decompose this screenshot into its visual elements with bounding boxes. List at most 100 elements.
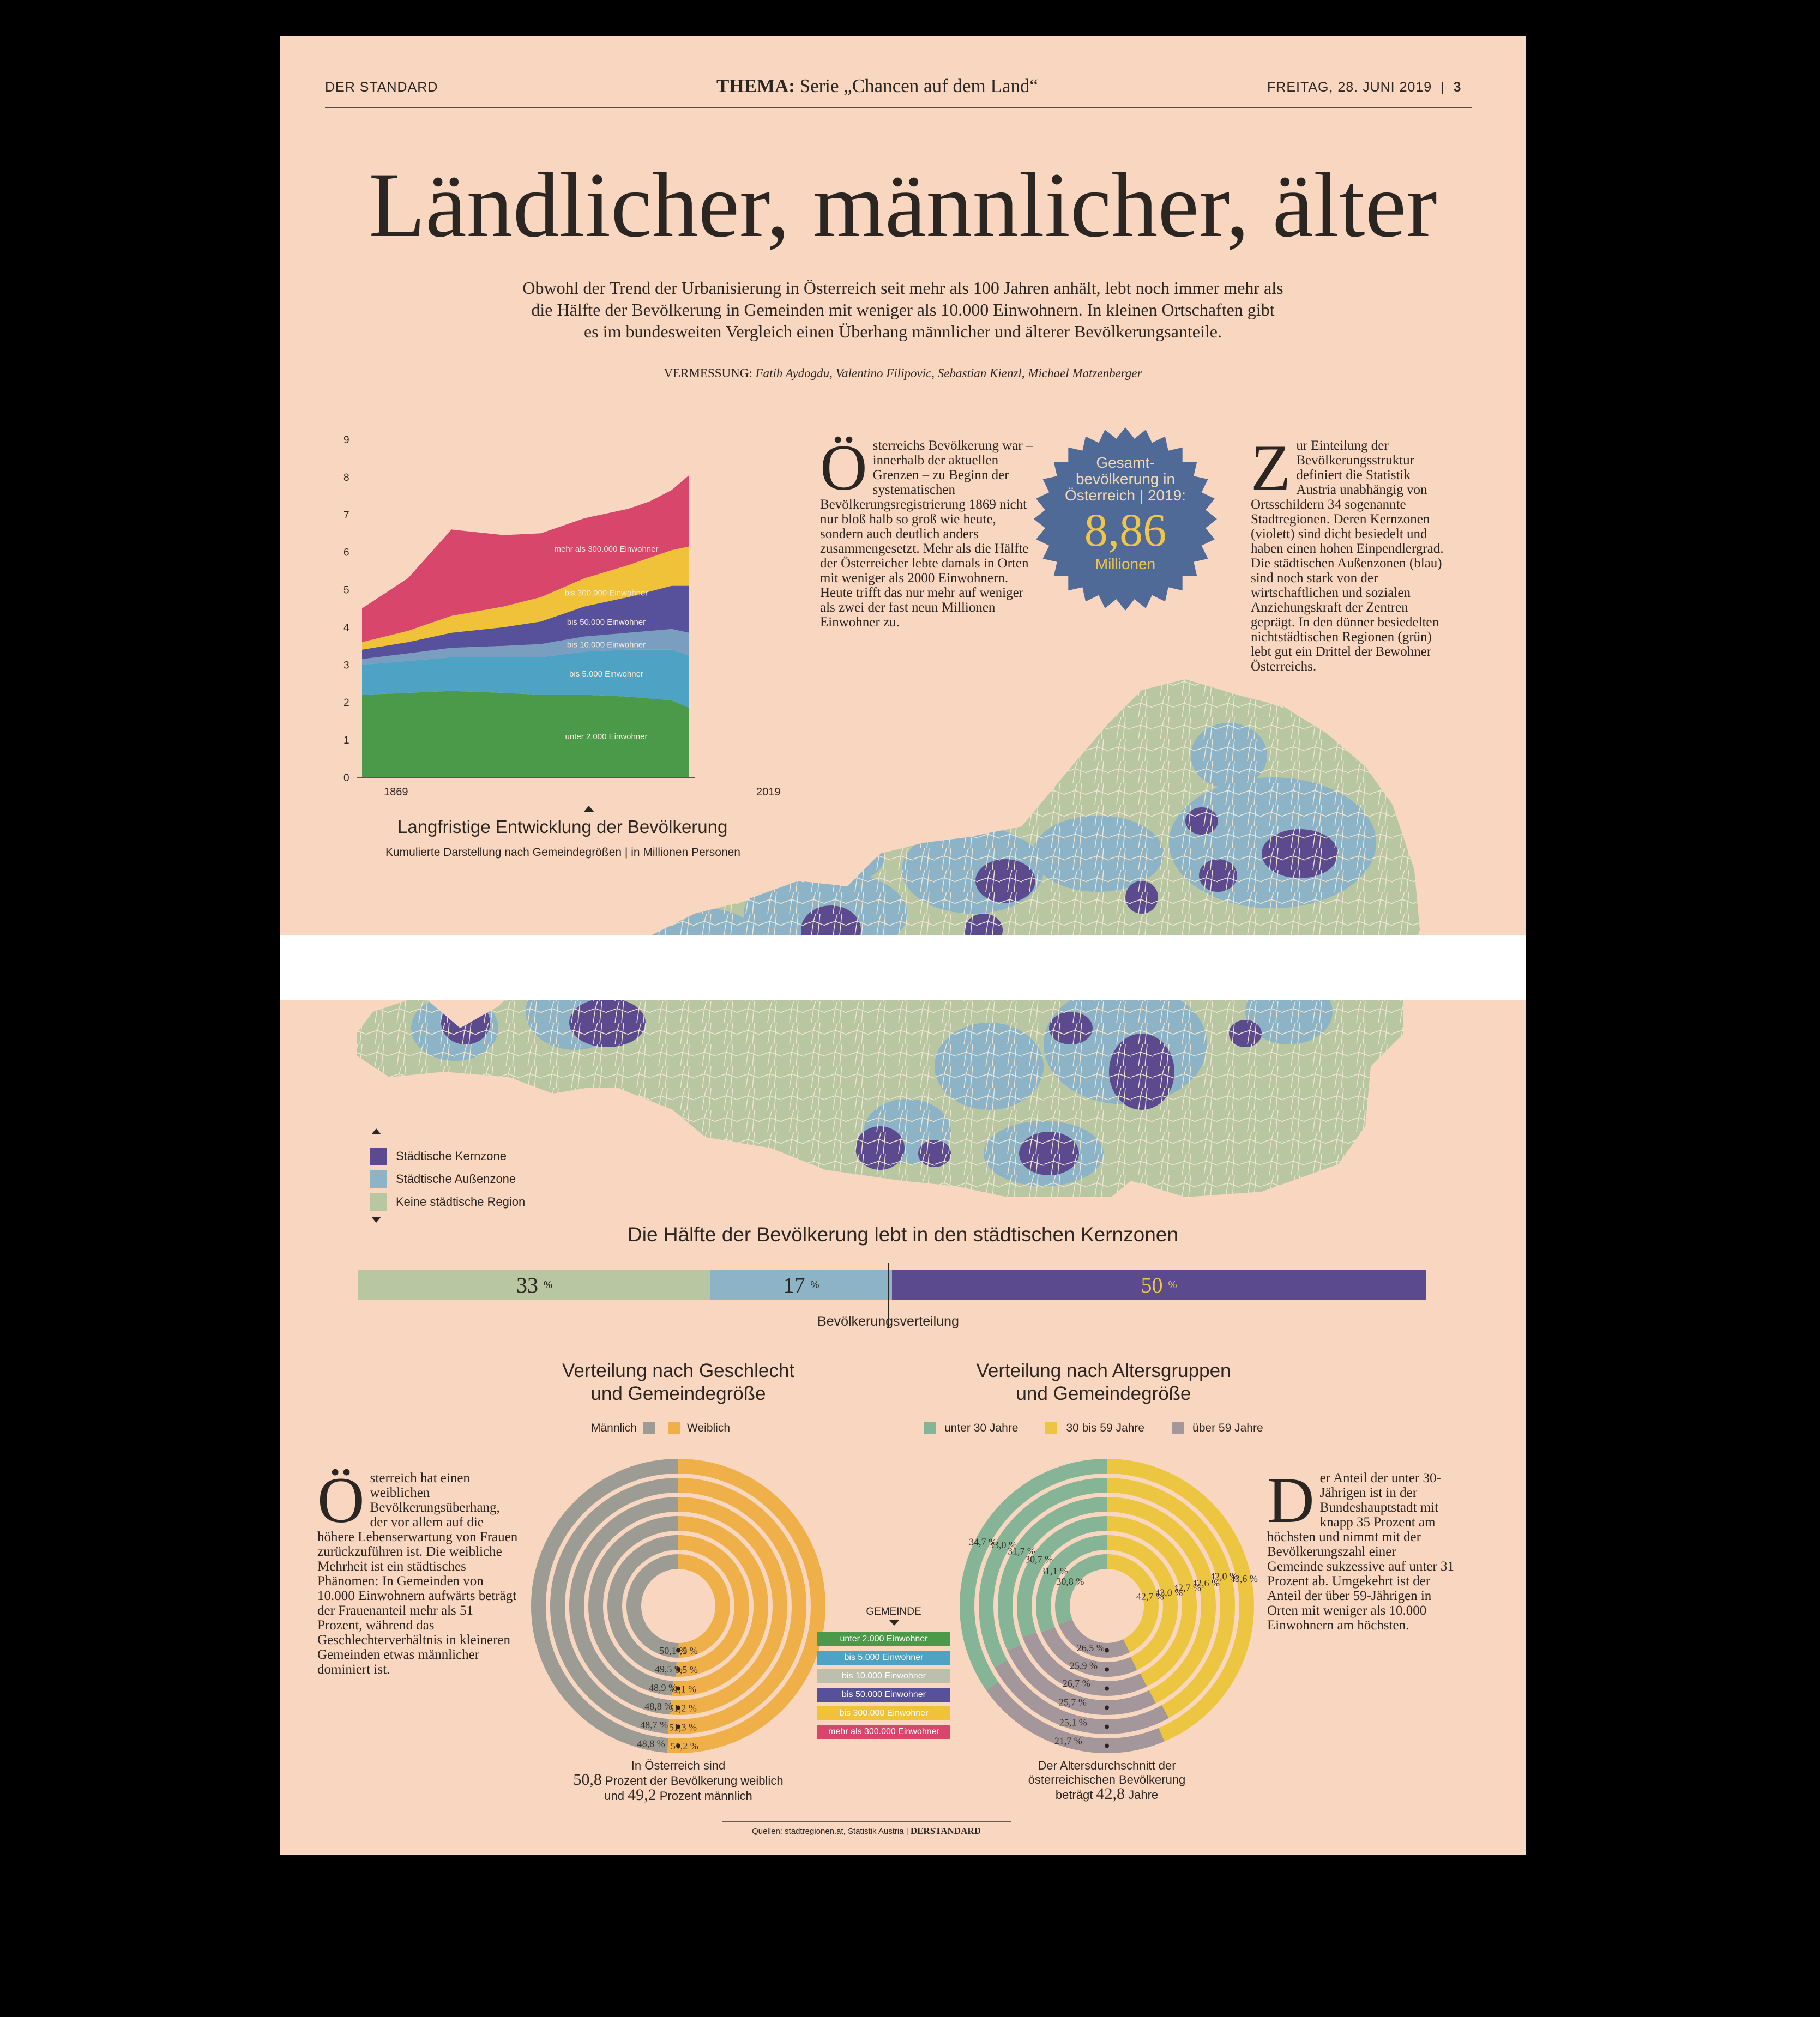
legend-label-rural: Keine städtische Region <box>396 1195 526 1209</box>
badge-line-2: bevölkerung in <box>1075 470 1176 487</box>
donut-segment <box>672 1516 768 1696</box>
gender-note-3: und 49,2 Prozent männlich <box>537 1787 820 1803</box>
ring-start-dot <box>1105 1724 1109 1729</box>
donut-value-label: 49,5 % <box>655 1664 683 1675</box>
bar-segment-outer: 17% <box>710 1270 892 1300</box>
gender-legend: Männlich Weiblich <box>591 1422 730 1435</box>
gender-note-1: In Österreich sind <box>631 1759 726 1772</box>
donut-segment <box>1055 1554 1107 1625</box>
bar-divider <box>888 1263 889 1328</box>
gender-note-text-2: Prozent der Bevölkerung weiblich <box>605 1774 784 1787</box>
chart-x-end: 2019 <box>756 786 781 798</box>
bar-segment-rural: 33% <box>358 1270 711 1300</box>
ring-start-dot <box>1105 1743 1109 1748</box>
header-rule <box>325 107 1472 108</box>
byline: VERMESSUNG: Fatih Aydogdu, Valentino Fil… <box>389 366 1417 381</box>
donut-segment <box>1106 1497 1216 1704</box>
donut-segment <box>531 1459 679 1753</box>
gender-title-2: und Gemeindegröße <box>590 1383 766 1404</box>
donut-segment <box>986 1682 1165 1753</box>
age-note-text: Jahre <box>1128 1788 1159 1802</box>
newspaper-page: DER STANDARD THEMA: Serie „Chancen auf d… <box>280 36 1526 1855</box>
legend-male-label: Männlich <box>591 1422 637 1434</box>
byline-label: VERMESSUNG: <box>664 366 752 380</box>
donut-value-label: 50,1 % <box>659 1645 687 1656</box>
legend-mid-swatch <box>1045 1422 1058 1434</box>
donut-segment <box>1036 1535 1107 1633</box>
area-series-2 <box>362 629 689 665</box>
area-chart-subtitle: Kumulierte Darstellung nach Gemeindegröß… <box>385 846 740 859</box>
date-text: FREITAG, 28. JUNI 2019 <box>1267 80 1432 95</box>
donut-value-label: 42,6 % <box>1192 1578 1220 1589</box>
y-tick-label: 8 <box>343 472 349 484</box>
donut-segment <box>1041 1627 1137 1677</box>
legend-item-core: Städtische Kernzone <box>370 1145 525 1168</box>
area-series-label: mehr als 300.000 Einwohner <box>555 545 659 554</box>
donut-segment <box>998 1497 1107 1651</box>
donut-value-label: 31,7 % <box>1008 1546 1035 1557</box>
source-rule <box>722 1821 1011 1822</box>
donut-value-label: 48,8 % <box>637 1738 665 1749</box>
donut-segment <box>960 1459 1107 1690</box>
bar-value-core: 50 <box>1141 1272 1163 1297</box>
donut-segment <box>670 1497 787 1715</box>
age-donut-chart: 43,6 % 21,7 % 34,7 % 42,0 % 25,1 % 33,0 % 42,6… <box>960 1459 1258 1753</box>
ring-start-dot <box>676 1724 680 1729</box>
age-note-2: österreichischen Bevölkerung <box>1028 1773 1186 1786</box>
bar-value-rural: 33 <box>516 1272 539 1297</box>
gemeinde-item: bis 50.000 Einwohner <box>817 1688 950 1702</box>
legend-swatch-core <box>370 1148 387 1165</box>
page-title: Ländlicher, männlicher, älter <box>369 154 1437 256</box>
distribution-title: Die Hälfte der Bevölkerung lebt in den s… <box>628 1223 1178 1246</box>
gemeinde-item: bis 5.000 Einwohner <box>817 1651 950 1665</box>
donut-segment <box>1007 1644 1156 1715</box>
legend-label-outer: Städtische Außenzone <box>396 1172 516 1186</box>
legend-male-swatch <box>643 1422 656 1434</box>
donut-segment <box>667 1459 825 1753</box>
distribution-bar: 33% 17% 50% <box>358 1270 1426 1300</box>
age-note-1: Der Altersdurchschnitt der <box>1038 1759 1176 1772</box>
dropcap-2: Z <box>1251 431 1291 504</box>
donut-segment <box>676 1535 749 1677</box>
age-note-3: beträgt 42,8 Jahre <box>965 1786 1249 1802</box>
donut-segment <box>569 1497 679 1715</box>
donut-value-label: 51,2 % <box>669 1702 697 1713</box>
gender-note-value-1: 50,8 <box>573 1771 602 1789</box>
y-tick-label: 3 <box>343 660 349 671</box>
donut-segment <box>1017 1516 1107 1638</box>
y-tick-label: 2 <box>343 697 349 709</box>
legend-female-label: Weiblich <box>687 1422 731 1434</box>
legend-mid-label: 30 bis 59 Jahre <box>1066 1422 1145 1434</box>
age-title-1: Verteilung nach Altersgruppen <box>976 1360 1231 1381</box>
gemeinde-legend: unter 2.000 Einwohner bis 5.000 Einwohne… <box>817 1632 950 1739</box>
ring-start-dot <box>676 1705 680 1710</box>
legend-old-label: über 59 Jahre <box>1192 1422 1263 1434</box>
donut-value-label: 26,7 % <box>1063 1678 1090 1689</box>
badge-line-3: Österreich | 2019: <box>1064 487 1186 504</box>
legend-young-label: unter 30 Jahre <box>944 1422 1019 1434</box>
ring-start-dot <box>1105 1686 1109 1691</box>
area-series-0 <box>362 691 689 777</box>
donut-value-label: 42,7 % <box>1173 1582 1201 1593</box>
donut-segment <box>678 1554 730 1658</box>
y-tick-label: 7 <box>343 510 349 521</box>
legend-swatch-rural <box>370 1193 387 1211</box>
ring-start-dot <box>1105 1648 1109 1653</box>
donut-segment <box>1106 1535 1178 1670</box>
donut-segment <box>667 1478 806 1734</box>
donut-value-label: 30,8 % <box>1056 1576 1084 1587</box>
age-title: Verteilung nach Altersgruppen und Gemein… <box>935 1360 1273 1405</box>
donut-value-label: 43,0 % <box>1155 1587 1183 1598</box>
age-legend: unter 30 Jahre 30 bis 59 Jahre über 59 J… <box>924 1422 1263 1435</box>
age-title-2: und Gemeindegröße <box>1016 1383 1191 1404</box>
area-series-label: bis 50.000 Einwohner <box>567 618 646 627</box>
bar-pct-outer: % <box>810 1279 819 1290</box>
ring-start-dot <box>676 1686 680 1691</box>
article-text-1: sterreichs Bevölkerung war – innerhalb d… <box>820 438 1033 630</box>
donut-value-label: 30,7 % <box>1025 1554 1053 1565</box>
chart-x-start: 1869 <box>384 786 408 798</box>
donut-value-label: 25,1 % <box>1059 1717 1087 1728</box>
dropcap-4: D <box>1267 1464 1315 1536</box>
